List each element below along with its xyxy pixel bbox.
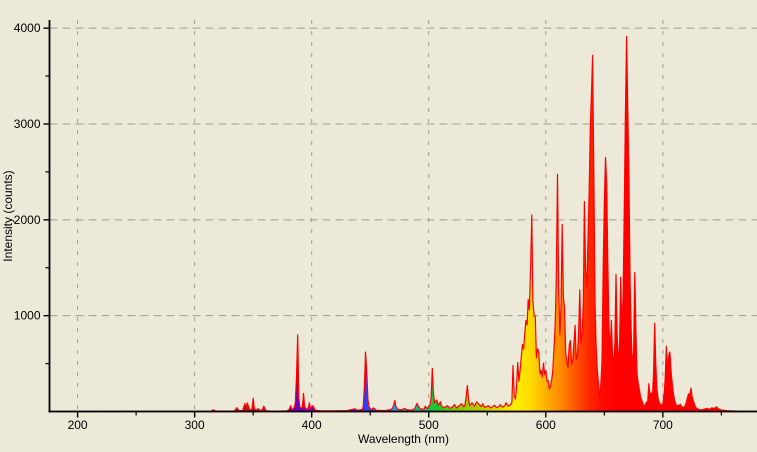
y-axis-title: Intensity (counts)	[1, 146, 15, 286]
y-tick-label: 2000	[14, 213, 41, 227]
x-tick-label: 300	[185, 418, 205, 432]
x-axis-title: Wavelength (nm)	[0, 432, 757, 446]
x-tick-label: 500	[419, 418, 439, 432]
x-tick-label: 400	[302, 418, 322, 432]
x-tick-label: 600	[536, 418, 556, 432]
y-tick-label: 3000	[14, 117, 41, 131]
x-tick-label: 700	[653, 418, 673, 432]
y-tick-label: 1000	[14, 309, 41, 323]
y-tick-label: 4000	[14, 21, 41, 35]
x-tick-label: 200	[68, 418, 88, 432]
